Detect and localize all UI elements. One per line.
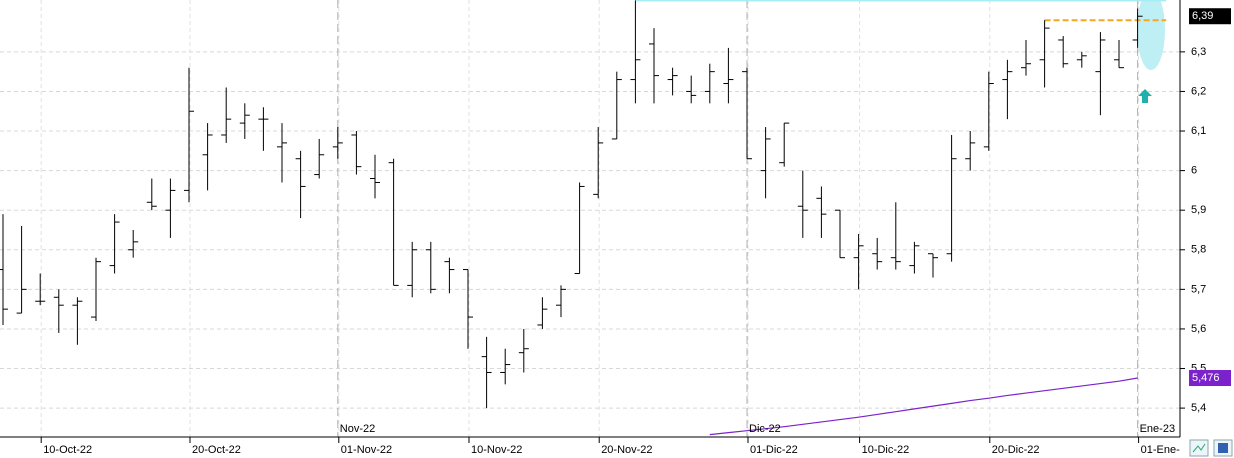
y-tick-label: 5,4 (1191, 402, 1206, 414)
icon-save (1218, 443, 1228, 453)
month-label: Ene-23 (1140, 423, 1175, 435)
month-label: Dic-22 (749, 423, 781, 435)
x-tick-label: 10-Oct-22 (43, 444, 92, 456)
x-tick-label: 10-Nov-22 (471, 444, 522, 456)
price-tag (1189, 370, 1231, 387)
x-tick-label: 01-Dic-22 (750, 444, 798, 456)
x-tick-label: 10-Dic-22 (862, 444, 910, 456)
marks-layer (0, 0, 1167, 436)
y-tick-label: 6 (1191, 165, 1197, 177)
x-tick-label: 20-Nov-22 (601, 444, 652, 456)
y-tick-label: 6,1 (1191, 125, 1206, 137)
moving-average-line (709, 377, 1138, 436)
icon-chart (1192, 443, 1206, 453)
x-tick-label: 20-Dic-22 (992, 444, 1040, 456)
price-tag-label: 5,476 (1192, 372, 1220, 384)
price-tag-label: 6,39 (1192, 10, 1213, 22)
right-axis-layer: 5,45,55,65,75,85,966,16,26,36,395,476 (1180, 8, 1231, 414)
y-tick-label: 6,2 (1191, 85, 1206, 97)
background-layer (0, 0, 1180, 437)
month-label: Nov-22 (340, 423, 375, 435)
price-tag (1189, 8, 1231, 25)
up-arrow (1138, 89, 1152, 103)
x-tick-label: 01-Ene-23 (1141, 444, 1192, 456)
x-tick-label: 01-Nov-22 (341, 444, 392, 456)
y-tick-label: 5,6 (1191, 323, 1206, 335)
highlight-ellipse (1137, 0, 1165, 70)
y-tick-label: 5,8 (1191, 244, 1206, 256)
axis-layer: 10-Oct-22 20-Oct-22 01-Nov-22 10-Nov-22 20-N… (40, 423, 1192, 456)
y-tick-label: 6,3 (1191, 46, 1206, 58)
y-tick-label: 5,7 (1191, 283, 1206, 295)
x-tick-label: 20-Oct-22 (192, 444, 241, 456)
y-tick-label: 5,9 (1191, 204, 1206, 216)
